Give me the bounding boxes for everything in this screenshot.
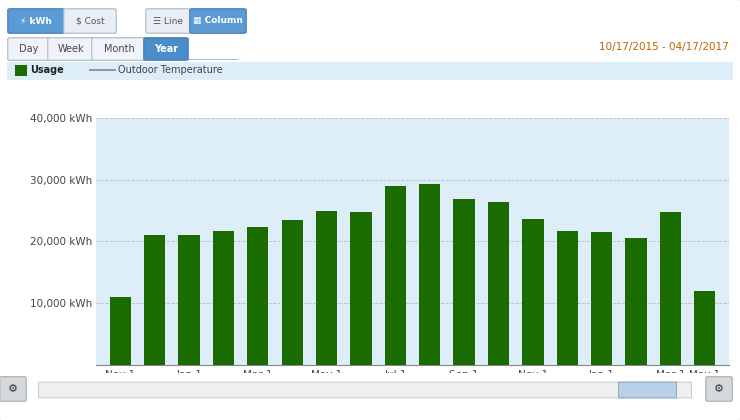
Bar bbox=[591, 231, 612, 365]
Text: Usage: Usage bbox=[30, 65, 64, 75]
Bar bbox=[625, 238, 647, 365]
Bar bbox=[213, 231, 234, 365]
Bar bbox=[660, 212, 681, 365]
Text: Year: Year bbox=[154, 44, 178, 54]
Bar bbox=[316, 210, 337, 365]
Bar bbox=[350, 213, 371, 365]
Bar bbox=[281, 220, 303, 365]
Text: 10/17/2015 - 04/17/2017: 10/17/2015 - 04/17/2017 bbox=[599, 42, 729, 52]
Bar bbox=[385, 186, 406, 365]
Bar bbox=[522, 218, 544, 365]
Bar bbox=[556, 231, 578, 365]
Text: Day: Day bbox=[19, 44, 38, 54]
Bar bbox=[178, 235, 200, 365]
Text: ⚙: ⚙ bbox=[714, 384, 724, 394]
Text: ⚡ kWh: ⚡ kWh bbox=[20, 16, 52, 26]
Bar bbox=[144, 235, 165, 365]
Text: Outdoor Temperature: Outdoor Temperature bbox=[118, 65, 223, 75]
Bar bbox=[488, 202, 509, 365]
Bar bbox=[110, 297, 131, 365]
Bar bbox=[247, 227, 269, 365]
Text: Week: Week bbox=[58, 44, 84, 54]
Text: ☰ Line: ☰ Line bbox=[153, 16, 183, 26]
Bar bbox=[454, 200, 475, 365]
Bar bbox=[419, 184, 440, 365]
Bar bbox=[694, 291, 716, 365]
Text: ⚙: ⚙ bbox=[8, 384, 18, 394]
Text: $ Cost: $ Cost bbox=[75, 16, 104, 26]
Text: Month: Month bbox=[104, 44, 135, 54]
Text: ▦ Column: ▦ Column bbox=[193, 16, 243, 26]
